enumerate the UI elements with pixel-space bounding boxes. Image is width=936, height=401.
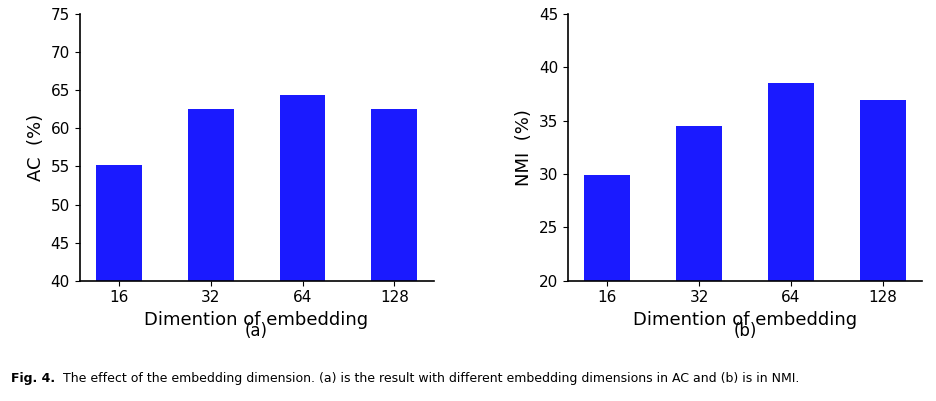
X-axis label: Dimention of embedding: Dimention of embedding [144, 311, 369, 329]
Bar [95, 165, 141, 401]
Bar [280, 95, 326, 401]
Bar [676, 126, 722, 401]
Y-axis label: NMI  (%): NMI (%) [516, 109, 534, 186]
X-axis label: Dimention of embedding: Dimention of embedding [633, 311, 857, 329]
Y-axis label: AC  (%): AC (%) [27, 114, 45, 181]
Bar [768, 83, 814, 401]
Text: The effect of the embedding dimension. (a) is the result with different embeddin: The effect of the embedding dimension. (… [55, 373, 799, 385]
Text: Fig. 4.: Fig. 4. [11, 373, 55, 385]
Bar [187, 109, 234, 401]
Text: (b): (b) [733, 322, 756, 340]
Text: (a): (a) [245, 322, 268, 340]
Bar [584, 175, 630, 401]
Bar [372, 109, 417, 401]
Bar [860, 100, 906, 401]
